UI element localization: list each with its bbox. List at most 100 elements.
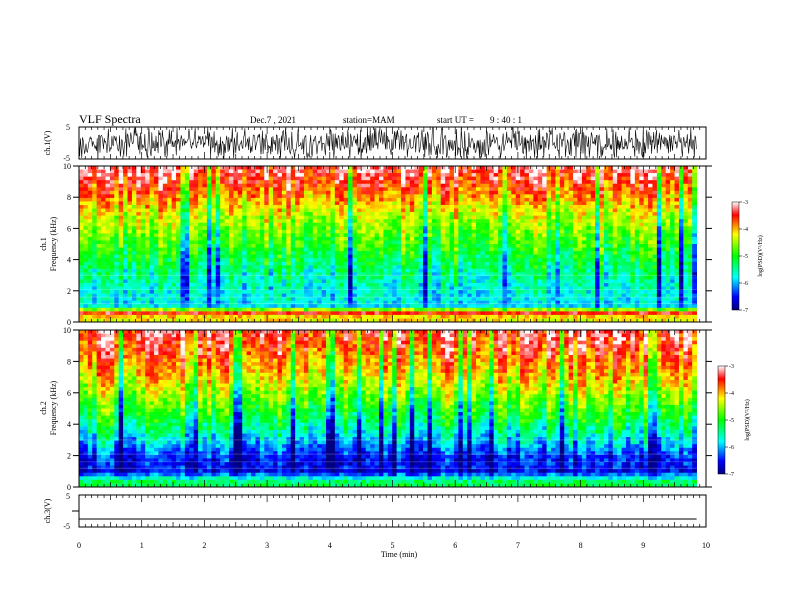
ch1-spectrogram-cell — [109, 169, 115, 174]
ch1-spectrogram-cell — [568, 176, 574, 181]
ch1-spectrogram-cell — [237, 215, 243, 220]
ch1-spectrogram-cell — [224, 286, 230, 291]
ch1-spectrogram-cell — [476, 222, 481, 227]
ch1-spectrogram-cell — [242, 222, 248, 227]
ch1-spectrogram-cell — [427, 247, 433, 252]
ch1-spectrogram-cell — [414, 240, 420, 245]
ch1-spectrogram-cell — [551, 293, 556, 298]
ch1-spectrogram-cell — [136, 219, 142, 224]
ch1-spectrogram-cell — [136, 190, 142, 195]
ch1-spectrogram-cell — [83, 190, 89, 195]
ch1-spectrogram-cell — [259, 293, 265, 298]
ch1-spectrogram-cell — [440, 318, 446, 323]
ch1-spectrogram-cell — [378, 272, 384, 277]
ch1-spectrogram-cell — [317, 311, 323, 316]
ch1-spectrogram-cell — [493, 275, 499, 280]
ch1-spectrogram-cell — [515, 226, 521, 231]
ch1-spectrogram-cell — [131, 272, 137, 277]
ch1-spectrogram-cell — [290, 176, 296, 181]
ch1-spectrogram-cell — [502, 201, 508, 206]
ch1-spectrogram-cell — [118, 258, 124, 263]
ch1-spectrogram-cell — [493, 183, 499, 188]
ch1-spectrogram-cell — [467, 194, 473, 199]
ch1-spectrogram-cell — [206, 226, 212, 231]
ch1-spectrogram-cell — [392, 194, 398, 199]
ch1-spectrogram-cell — [246, 272, 252, 277]
ch1-spectrogram-cell — [184, 222, 190, 227]
ch1-spectrogram-cell — [167, 226, 173, 231]
ch1-spectrogram-cell — [533, 222, 539, 227]
ch1-spectrogram-cell — [352, 222, 358, 227]
ch1-spectrogram-cell — [317, 275, 323, 280]
ch1-spectrogram-cell — [167, 247, 173, 252]
ch1-spectrogram-cell — [220, 304, 225, 309]
ch1-spectrogram-cell — [568, 293, 574, 298]
ch1-spectrogram-cell — [290, 212, 296, 217]
ch1-spectrogram-cell — [458, 180, 464, 185]
ch1-spectrogram-cell — [370, 190, 375, 195]
ch1-spectrogram-cell — [255, 304, 261, 309]
ch1-spectrogram-cell — [246, 283, 252, 287]
ch1-spectrogram-cell — [423, 286, 428, 291]
ch1-spectrogram-cell — [215, 258, 221, 263]
ch1-spectrogram-cell — [308, 275, 314, 280]
ch1-spectrogram-cell — [546, 297, 552, 302]
ch1-spectrogram-cell — [480, 197, 486, 202]
ch1-spectrogram-cell — [206, 283, 212, 287]
ch1-spectrogram-cell — [471, 201, 477, 206]
ch1-spectrogram-cell — [312, 197, 318, 202]
ch1-spectrogram-cell — [233, 254, 239, 259]
ch1-spectrogram-cell — [224, 208, 230, 213]
ch1-spectrogram-cell — [109, 244, 115, 248]
ch1-spectrogram-cell — [414, 300, 420, 305]
ch1-spectrogram-cell — [511, 236, 517, 241]
ch1-spectrogram-cell — [506, 222, 512, 227]
ch1-spectrogram-cell — [127, 272, 133, 277]
ch1-spectrogram-cell — [114, 304, 120, 309]
ch1-spectrogram-cell — [348, 251, 353, 256]
ch1-spectrogram-cell — [281, 215, 287, 220]
ch1-spectrogram-cell — [343, 297, 349, 302]
ch1-spectrogram-cell — [361, 205, 367, 209]
ch1-spectrogram-cell — [427, 290, 433, 295]
ch1-spectrogram-cell — [281, 205, 287, 209]
ch1-spectrogram-cell — [370, 307, 375, 312]
ch1-spectrogram-cell — [453, 283, 459, 287]
ch1-spectrogram-cell — [484, 173, 490, 178]
ch1-spectrogram-cell — [198, 272, 203, 277]
ch1-spectrogram-cell — [308, 300, 314, 305]
ch1-spectrogram-cell — [114, 222, 120, 227]
ch1-spectrogram-cell — [158, 268, 164, 273]
ch1-spectrogram-cell — [171, 187, 177, 192]
ch1-spectrogram-cell — [96, 300, 102, 305]
ch1-spectrogram-cell — [101, 314, 106, 319]
ch1-spectrogram-cell — [233, 307, 239, 312]
ch1-spectrogram-cell — [92, 180, 98, 185]
ch1-spectrogram-cell — [484, 176, 490, 181]
ch1-spectrogram-cell — [149, 212, 155, 217]
ch1-spectrogram-cell — [87, 300, 93, 305]
ch1-spectrogram-cell — [96, 279, 102, 284]
ch1-spectrogram-cell — [573, 173, 578, 178]
ch1-spectrogram-cell — [440, 314, 446, 319]
ch1-spectrogram-cell — [264, 215, 270, 220]
ch1-spectrogram-cell — [87, 226, 93, 231]
ch1-spectrogram-cell — [524, 275, 530, 280]
ch1-spectrogram-cell — [290, 268, 296, 273]
ch1-spectrogram-cell — [356, 307, 362, 312]
ch1-spectrogram-cell — [431, 226, 437, 231]
ch1-spectrogram-cell — [520, 293, 525, 298]
ch1-spectrogram-cell — [502, 180, 508, 185]
ch1-spectrogram-cell — [312, 190, 318, 195]
ch1-spectrogram-cell — [118, 176, 124, 181]
ch1-spectrogram-cell — [361, 244, 367, 248]
ch1-spectrogram-cell — [105, 222, 111, 227]
ch1-spectrogram-cell — [427, 236, 433, 241]
ch1-spectrogram-cell — [542, 314, 548, 319]
ch1-spectrogram-cell — [215, 240, 221, 245]
ch1-spectrogram-cell — [281, 254, 287, 259]
ch1-spectrogram-cell — [109, 293, 115, 298]
ch1-spectrogram-cell — [87, 265, 93, 270]
ch1-spectrogram-cell — [568, 190, 574, 195]
ch1-spectrogram-cell — [467, 261, 473, 266]
